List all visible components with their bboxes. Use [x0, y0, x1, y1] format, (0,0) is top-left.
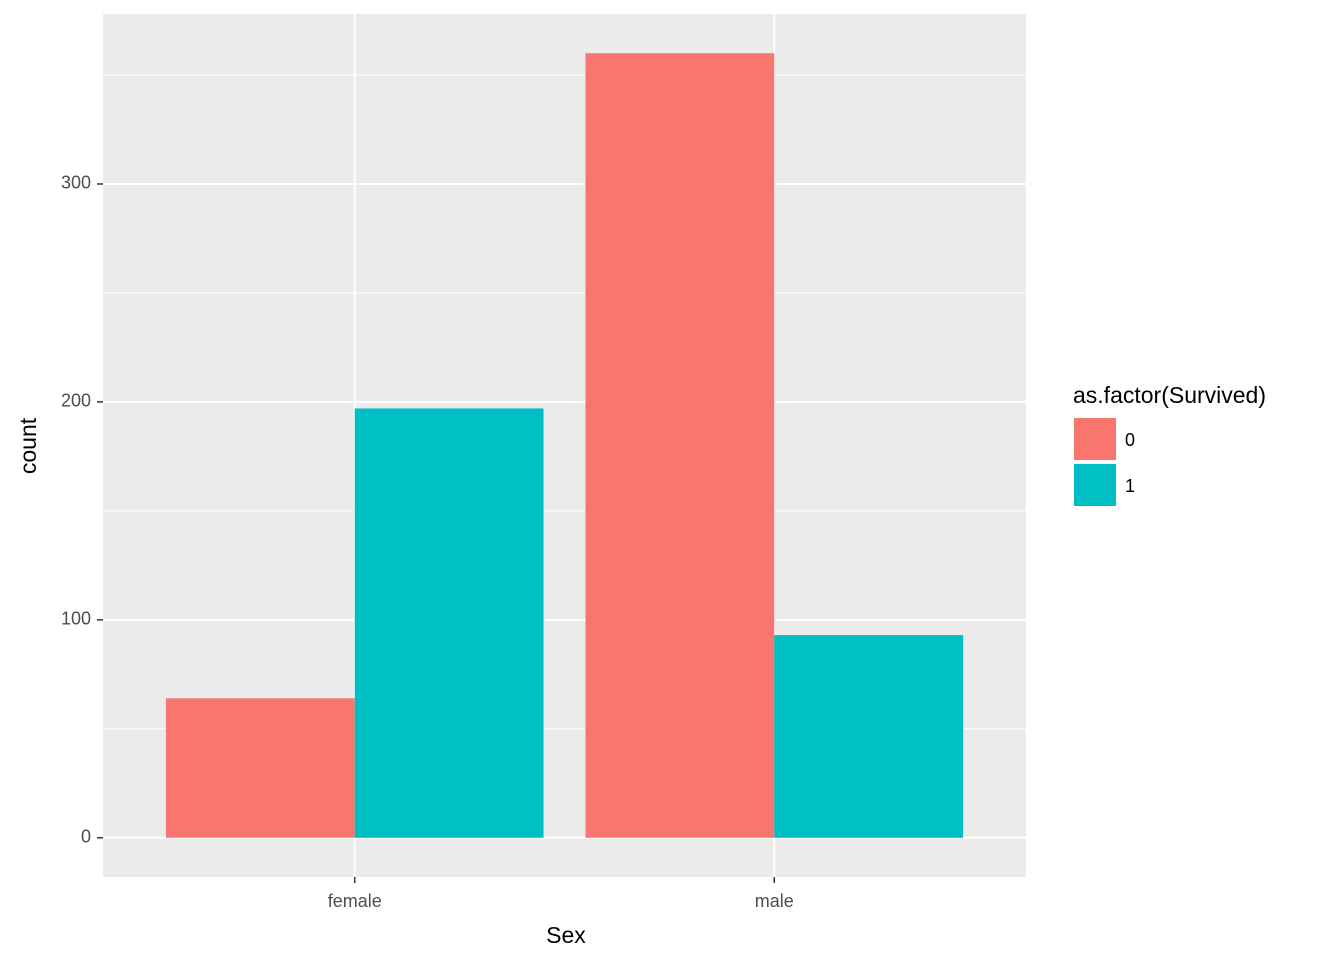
legend-label: 0 [1125, 430, 1135, 450]
y-tick-label: 0 [81, 827, 91, 847]
legend-title: as.factor(Survived) [1073, 382, 1266, 408]
x-tick-label: female [328, 891, 382, 911]
y-tick-label: 100 [61, 609, 91, 629]
x-tick-label: male [755, 891, 794, 911]
bar [354, 408, 544, 838]
bar [165, 698, 355, 838]
y-tick-label: 300 [61, 173, 91, 193]
bar [774, 635, 964, 838]
legend-key [1074, 418, 1116, 460]
y-axis-title: count [15, 417, 41, 474]
bar [585, 53, 775, 838]
x-axis-title: Sex [546, 922, 586, 948]
y-tick-label: 200 [61, 391, 91, 411]
legend-label: 1 [1125, 476, 1135, 496]
legend-key [1074, 464, 1116, 506]
